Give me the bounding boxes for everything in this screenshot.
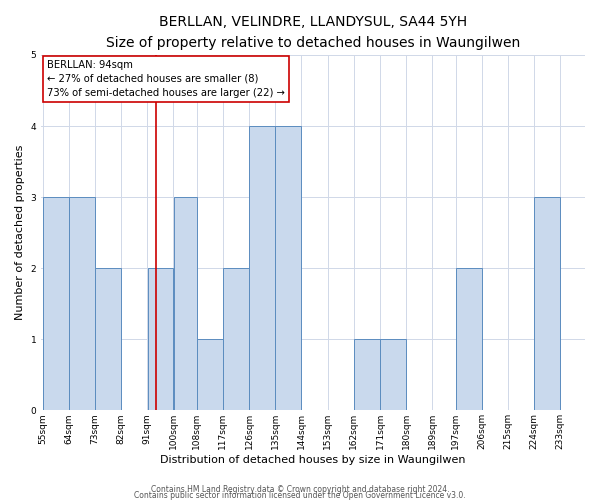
Bar bbox=[95, 268, 121, 410]
Bar bbox=[250, 126, 275, 410]
Bar bbox=[197, 339, 223, 410]
Title: BERLLAN, VELINDRE, LLANDYSUL, SA44 5YH
Size of property relative to detached hou: BERLLAN, VELINDRE, LLANDYSUL, SA44 5YH S… bbox=[106, 15, 520, 50]
Text: Contains public sector information licensed under the Open Government Licence v3: Contains public sector information licen… bbox=[134, 490, 466, 500]
Y-axis label: Number of detached properties: Number of detached properties bbox=[15, 145, 25, 320]
Bar bbox=[223, 268, 249, 410]
Bar bbox=[380, 339, 406, 410]
Bar bbox=[456, 268, 482, 410]
Bar bbox=[354, 339, 380, 410]
Bar bbox=[535, 197, 560, 410]
Bar bbox=[174, 197, 197, 410]
Bar bbox=[275, 126, 301, 410]
Bar bbox=[43, 197, 68, 410]
Bar bbox=[69, 197, 95, 410]
X-axis label: Distribution of detached houses by size in Waungilwen: Distribution of detached houses by size … bbox=[160, 455, 466, 465]
Bar bbox=[148, 268, 173, 410]
Text: Contains HM Land Registry data © Crown copyright and database right 2024.: Contains HM Land Registry data © Crown c… bbox=[151, 484, 449, 494]
Text: BERLLAN: 94sqm
← 27% of detached houses are smaller (8)
73% of semi-detached hou: BERLLAN: 94sqm ← 27% of detached houses … bbox=[47, 60, 285, 98]
